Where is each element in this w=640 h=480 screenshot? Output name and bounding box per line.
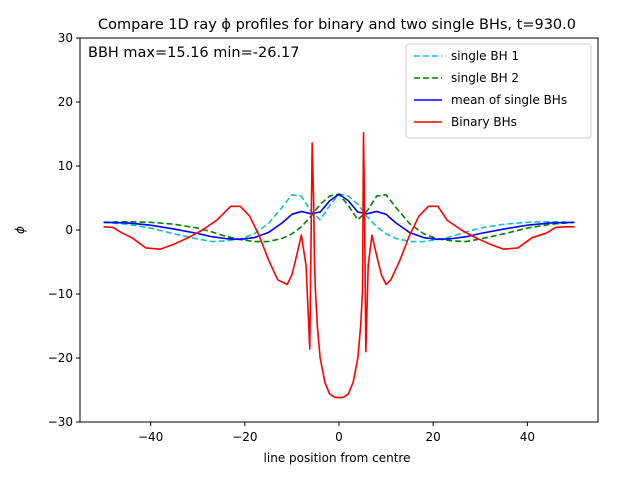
legend: single BH 1 single BH 2 mean of single BHs… [405,43,592,139]
legend-label: single BH 2 [451,71,519,85]
axes: −40 −20 0 20 40 −30 −20 −10 0 10 20 30 [48,31,599,444]
y-tick-label: 20 [58,95,73,109]
series-line-mean-of-single-bhs [103,193,575,241]
x-tick-label: 40 [520,430,535,444]
y-tick-label: −20 [48,351,73,365]
y-tick-label: 10 [58,159,73,173]
chart-title: Compare 1D ray ϕ profiles for binary and… [98,17,576,33]
legend-frame [405,43,592,139]
y-tick-label: −10 [48,287,73,301]
x-tick-label: −20 [232,430,257,444]
legend-label: mean of single BHs [451,93,567,107]
legend-label: single BH 1 [451,49,519,63]
x-axis-title: line position from centre [264,451,411,465]
series-lines [103,131,575,399]
x-tick-label: 20 [426,430,441,444]
y-tick-label: 30 [58,31,73,45]
y-tick-label: −30 [48,415,73,429]
y-tick-label: 0 [65,223,73,237]
x-tick-label: −40 [138,430,163,444]
y-axis-title: ϕ [13,226,27,234]
series-line-binary-bhs [103,131,575,399]
max-min-annotation: BBH max=15.16 min=-26.17 [88,45,300,61]
x-tick-label: 0 [335,430,343,444]
legend-label: Binary BHs [451,115,517,129]
